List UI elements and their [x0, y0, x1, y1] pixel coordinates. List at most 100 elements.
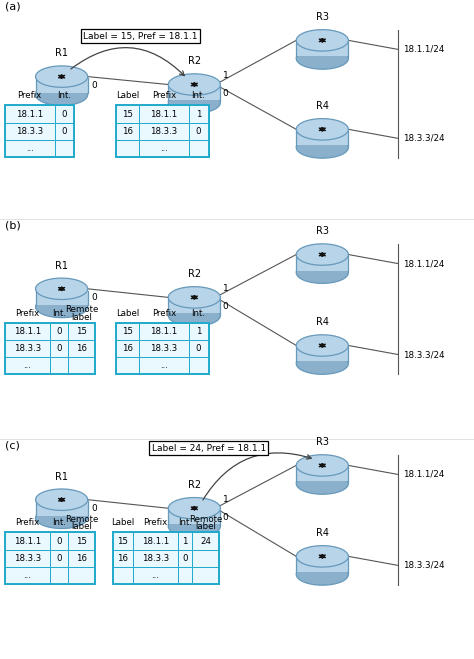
Bar — [113, 550, 133, 567]
Text: R1: R1 — [55, 261, 68, 271]
Text: 0: 0 — [56, 327, 62, 336]
Bar — [5, 105, 55, 123]
Ellipse shape — [296, 353, 348, 374]
Bar — [5, 357, 50, 374]
Text: Prefix: Prefix — [15, 309, 39, 318]
Text: 0: 0 — [223, 89, 228, 98]
Text: Label = 15, Pref = 18.1.1: Label = 15, Pref = 18.1.1 — [83, 32, 198, 41]
Bar — [189, 323, 209, 340]
Polygon shape — [168, 299, 220, 314]
Bar — [5, 567, 50, 584]
Text: 16: 16 — [122, 344, 133, 353]
Bar — [116, 357, 139, 374]
Text: Label: Label — [116, 309, 139, 318]
Text: R3: R3 — [316, 438, 329, 447]
Ellipse shape — [296, 137, 348, 158]
Ellipse shape — [36, 278, 88, 299]
Text: 18.3.3: 18.3.3 — [142, 554, 169, 563]
Text: R1: R1 — [55, 49, 68, 59]
Ellipse shape — [36, 66, 88, 87]
Bar — [5, 140, 55, 157]
Text: Int.: Int. — [178, 519, 192, 527]
Text: R4: R4 — [316, 318, 329, 328]
Text: Int.: Int. — [52, 309, 66, 318]
Text: R1: R1 — [55, 472, 68, 482]
Ellipse shape — [168, 498, 220, 519]
Ellipse shape — [296, 455, 348, 476]
Text: 18.3.3/24: 18.3.3/24 — [403, 350, 445, 359]
Bar — [5, 532, 50, 550]
Text: 18.1.1: 18.1.1 — [14, 536, 41, 546]
Bar — [5, 323, 50, 340]
Text: Remote: Remote — [65, 305, 98, 314]
Text: 18.1.1: 18.1.1 — [150, 109, 177, 119]
Bar — [68, 532, 95, 550]
Text: 18.3.3: 18.3.3 — [14, 344, 41, 353]
Ellipse shape — [36, 84, 88, 105]
Bar — [139, 105, 189, 123]
Ellipse shape — [168, 92, 220, 113]
Text: ...: ... — [160, 144, 168, 153]
Bar — [189, 105, 209, 123]
Text: ...: ... — [160, 361, 168, 370]
Text: 0: 0 — [182, 554, 188, 563]
Text: 0: 0 — [56, 536, 62, 546]
Bar — [68, 340, 95, 357]
Bar — [133, 532, 178, 550]
Ellipse shape — [36, 489, 88, 510]
Text: 0: 0 — [196, 344, 201, 353]
Bar — [139, 123, 189, 140]
Bar — [139, 357, 189, 374]
Text: 18.1.1/24: 18.1.1/24 — [403, 259, 444, 268]
Text: 24: 24 — [200, 536, 211, 546]
Text: 0: 0 — [196, 127, 201, 136]
Polygon shape — [296, 559, 348, 572]
Bar — [116, 105, 209, 157]
Bar — [116, 323, 209, 374]
Text: R4: R4 — [316, 529, 329, 538]
Text: 18.3.3: 18.3.3 — [150, 344, 177, 353]
Ellipse shape — [36, 296, 88, 318]
Polygon shape — [36, 291, 88, 304]
Text: 18.1.1: 18.1.1 — [14, 327, 41, 336]
Bar — [50, 567, 68, 584]
Text: R2: R2 — [188, 57, 201, 67]
Text: 0: 0 — [56, 344, 62, 353]
Text: 1: 1 — [223, 283, 228, 293]
Text: 18.3.3: 18.3.3 — [150, 127, 177, 136]
Text: Prefix: Prefix — [143, 519, 167, 527]
Text: R3: R3 — [316, 227, 329, 237]
Text: 1: 1 — [196, 327, 201, 336]
Text: Prefix: Prefix — [152, 92, 176, 100]
Polygon shape — [296, 468, 348, 481]
Text: 18.1.1: 18.1.1 — [16, 109, 43, 119]
Bar — [116, 105, 139, 123]
Bar — [139, 340, 189, 357]
Text: 0: 0 — [56, 554, 62, 563]
Text: Prefix: Prefix — [15, 519, 39, 527]
Text: Int.: Int. — [57, 92, 72, 100]
Text: Remote: Remote — [65, 515, 98, 523]
Bar — [5, 532, 95, 584]
Ellipse shape — [168, 74, 220, 95]
Bar — [68, 550, 95, 567]
Bar — [178, 532, 192, 550]
Text: 15: 15 — [76, 327, 87, 336]
Text: 18.1.1/24: 18.1.1/24 — [403, 45, 444, 54]
Text: 0: 0 — [223, 513, 228, 522]
Text: label: label — [71, 312, 92, 322]
Ellipse shape — [296, 546, 348, 567]
Bar — [113, 567, 133, 584]
Text: 1: 1 — [196, 109, 201, 119]
Polygon shape — [36, 78, 88, 93]
Ellipse shape — [36, 507, 88, 529]
Text: ...: ... — [151, 571, 159, 580]
Ellipse shape — [296, 335, 348, 356]
Text: R3: R3 — [316, 13, 329, 22]
Bar — [189, 123, 209, 140]
Bar — [68, 357, 95, 374]
Text: Prefix: Prefix — [18, 92, 42, 100]
Text: Label: Label — [116, 92, 139, 100]
Text: R2: R2 — [188, 270, 201, 279]
Text: Int.: Int. — [191, 92, 206, 100]
